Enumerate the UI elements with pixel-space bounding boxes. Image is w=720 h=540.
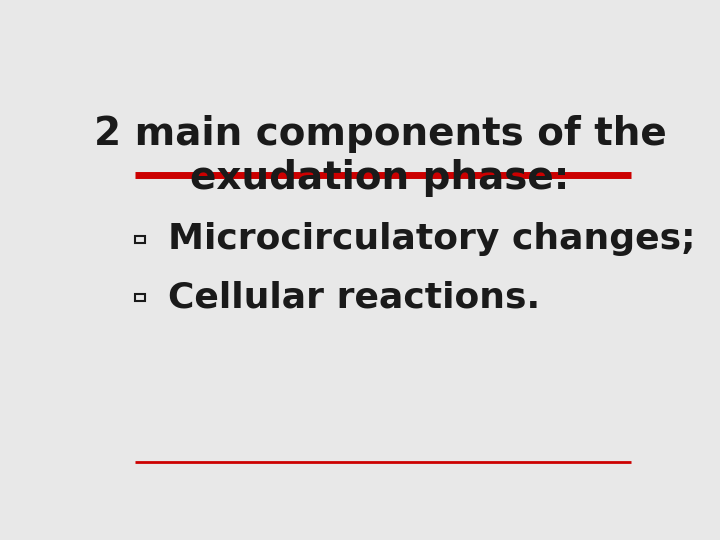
FancyBboxPatch shape: [135, 235, 145, 243]
Text: Cellular reactions.: Cellular reactions.: [168, 281, 540, 315]
Text: Microcirculatory changes;: Microcirculatory changes;: [168, 222, 696, 256]
Text: 2 main components of the
exudation phase:: 2 main components of the exudation phase…: [94, 114, 667, 197]
FancyBboxPatch shape: [135, 294, 145, 301]
